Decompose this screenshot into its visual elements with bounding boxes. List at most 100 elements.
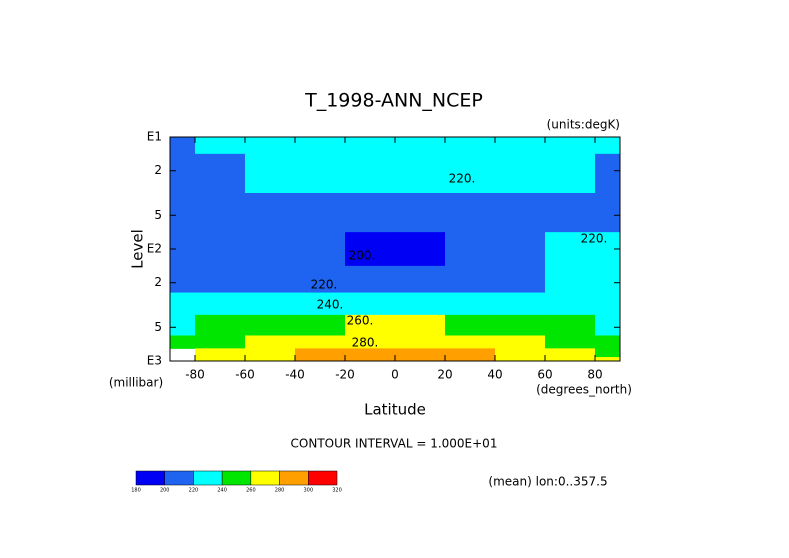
colorbar-swatch <box>193 470 223 486</box>
contour-cell <box>245 153 296 194</box>
contour-cell <box>395 335 446 349</box>
x-tick-label: 80 <box>587 368 602 382</box>
contour-cell <box>545 348 596 358</box>
contour-cell <box>395 314 446 336</box>
contour-cell <box>245 137 296 155</box>
contour-cell <box>545 357 596 362</box>
contour-cell <box>345 292 396 316</box>
contour-cell <box>595 335 621 349</box>
y-axis-label: Level <box>129 229 147 269</box>
y-tick-label: 2 <box>154 275 162 289</box>
contour-cell <box>495 335 546 349</box>
contour-label: 260. <box>347 314 374 328</box>
contour-interval: CONTOUR INTERVAL = 1.000E+01 <box>291 437 498 451</box>
contour-cell <box>245 265 296 294</box>
y-tick-label: E1 <box>147 130 162 144</box>
contour-cell <box>495 357 546 362</box>
contour-cell <box>595 292 621 316</box>
colorbar-swatch <box>279 470 309 486</box>
contour-cell <box>245 335 296 349</box>
contour-cell <box>445 314 496 336</box>
contour-cell <box>195 357 246 362</box>
contour-cell <box>295 314 346 336</box>
x-tick-label: -60 <box>235 368 255 382</box>
contour-cell <box>445 137 496 155</box>
x-axis-label: Latitude <box>364 401 426 419</box>
y-tick-label: 5 <box>154 320 162 334</box>
contour-cell <box>295 137 346 155</box>
contour-cell <box>345 335 396 349</box>
contour-cell <box>170 314 196 336</box>
contour-cell <box>195 335 246 349</box>
contour-cell <box>345 137 396 155</box>
contour-cell <box>245 232 296 267</box>
contour-cell <box>445 348 496 358</box>
units: (units:degK) <box>547 118 620 132</box>
contour-cell <box>495 292 546 316</box>
contour-cell <box>395 348 446 358</box>
colorbar-label: 220 <box>189 488 199 494</box>
contour-cell <box>170 193 196 233</box>
y-tick-label: E2 <box>147 242 162 256</box>
colorbar-label: 180 <box>131 488 141 494</box>
contour-cell <box>395 232 446 267</box>
contour-cell <box>545 314 596 336</box>
contour-cell <box>195 314 246 336</box>
contour-cell <box>445 153 496 194</box>
x-tick-label: 60 <box>537 368 552 382</box>
contour-cell <box>170 335 196 349</box>
contour-cell <box>295 348 346 358</box>
y-tick-label: E3 <box>147 354 162 368</box>
contour-cell <box>395 292 446 316</box>
contour-label: 240. <box>317 298 344 312</box>
x-tick-label: 40 <box>487 368 502 382</box>
contour-cell <box>245 314 296 336</box>
contour-cell <box>445 232 496 267</box>
contour-cell <box>495 265 546 294</box>
contour-cell <box>295 193 346 233</box>
contour-cell <box>445 292 496 316</box>
contour-cell <box>495 193 546 233</box>
contour-cell <box>245 348 296 358</box>
contour-cell <box>195 153 246 194</box>
contour-cell <box>495 232 546 267</box>
contour-cell <box>195 348 246 358</box>
contour-label: 280. <box>352 336 379 350</box>
contour-cell <box>395 357 446 362</box>
note: (mean) lon:0..357.5 <box>488 475 607 489</box>
contour-cell <box>345 232 396 267</box>
contour-cell <box>245 357 296 362</box>
contour-cell <box>295 292 346 316</box>
contour-label: 200. <box>349 249 376 263</box>
contour-cell <box>595 357 621 362</box>
contour-cell <box>545 137 596 155</box>
contour-cell <box>245 193 296 233</box>
contour-cell <box>495 137 546 155</box>
x-tick-label: 0 <box>391 368 399 382</box>
colorbar-swatch <box>135 470 165 486</box>
colorbar-swatch <box>250 470 280 486</box>
contour-cell <box>170 292 196 316</box>
contour-label: 220. <box>311 278 338 292</box>
contour-cell <box>195 292 246 316</box>
contour-cell <box>595 314 621 336</box>
contour-label: 220. <box>449 172 476 186</box>
contour-cell <box>495 153 546 194</box>
contour-cell <box>295 153 346 194</box>
contour-cell <box>445 357 496 362</box>
colorbar-label: 300 <box>304 488 314 494</box>
contour-cell <box>245 292 296 316</box>
contour-cell <box>195 265 246 294</box>
chart-title: T_1998-ANN_NCEP <box>304 90 483 112</box>
contour-cell <box>295 265 346 294</box>
contour-cell <box>295 357 346 362</box>
x-tick-label: -80 <box>185 368 205 382</box>
contour-cell <box>595 153 621 194</box>
y-tick-label: 5 <box>154 208 162 222</box>
contour-cell <box>345 193 396 233</box>
contour-cell <box>195 193 246 233</box>
contour-cell <box>195 232 246 267</box>
contour-cell <box>545 193 596 233</box>
contour-cell <box>545 335 596 349</box>
